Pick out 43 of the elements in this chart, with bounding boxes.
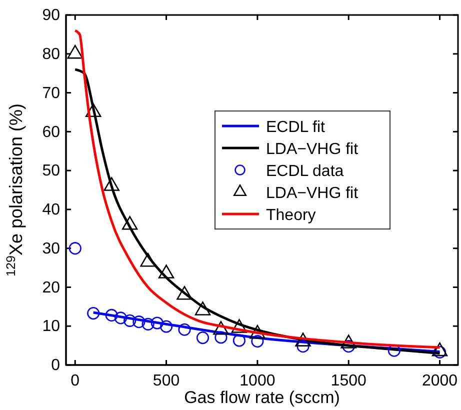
x-tick-label: 500	[152, 372, 180, 390]
y-tick-label: 10	[42, 318, 60, 336]
point	[158, 264, 174, 278]
legend-label: ECDL data	[266, 163, 344, 180]
y-tick-label: 80	[42, 46, 60, 64]
legend-label: ECDL fit	[266, 119, 326, 136]
y-tick-label: 40	[42, 202, 60, 219]
y-tick-label: 50	[42, 162, 60, 180]
point	[132, 316, 146, 328]
point	[178, 323, 191, 336]
legend-label: LDA−VHG fit	[266, 141, 359, 158]
x-axis-title: Gas flow rate (sccm)	[184, 388, 340, 407]
point	[296, 340, 310, 353]
y-tick-label: 60	[42, 124, 60, 141]
point	[433, 346, 446, 358]
point	[142, 318, 154, 330]
point	[160, 320, 173, 333]
point	[140, 252, 156, 267]
y-tick-label: 70	[42, 84, 60, 102]
point	[68, 242, 82, 255]
y-tick-label: 20	[42, 279, 60, 296]
point	[214, 331, 228, 344]
point	[85, 103, 102, 118]
point	[124, 314, 136, 327]
point	[104, 177, 120, 191]
y-tick-label: 0	[51, 357, 60, 374]
legend-label: Theory	[266, 207, 316, 224]
point	[67, 44, 83, 59]
point	[87, 306, 100, 320]
point	[232, 334, 246, 347]
point	[105, 308, 118, 322]
point	[114, 312, 127, 324]
point	[150, 316, 164, 330]
point	[196, 331, 210, 344]
x-tick-label: 2000	[422, 372, 458, 390]
point	[251, 334, 264, 348]
y-tick-label: 30	[42, 240, 60, 258]
legend-label: LDA−VHG fit	[266, 185, 359, 202]
y-tick-label: 90	[42, 7, 60, 24]
x-tick-label: 0	[70, 372, 80, 390]
x-tick-label: 1000	[240, 372, 276, 390]
point	[122, 216, 138, 230]
x-tick-label: 1500	[330, 372, 367, 390]
